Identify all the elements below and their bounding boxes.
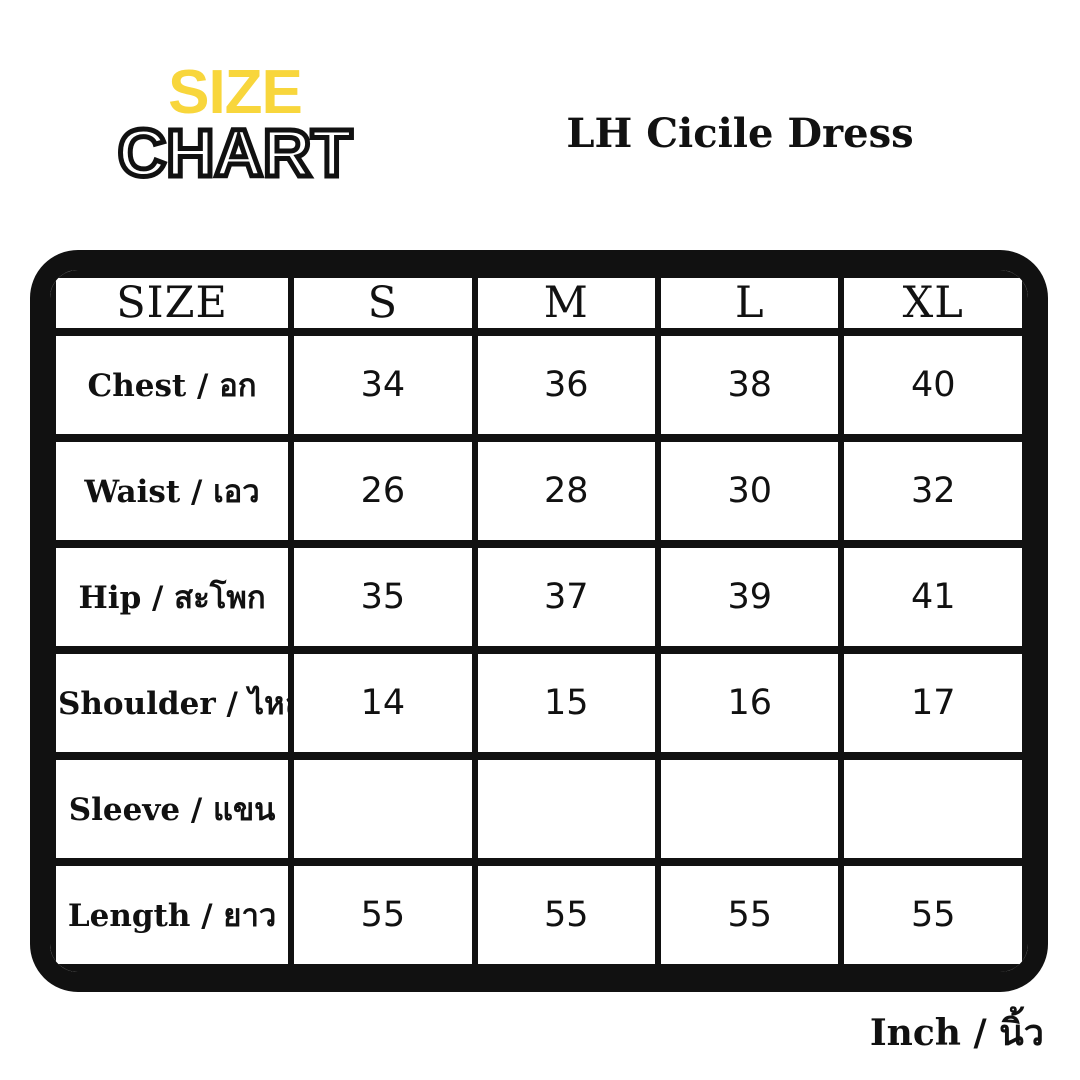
chest-value-m: 36 [471,328,662,442]
table-header-row: SIZE S M L XL [50,270,1028,336]
column-header-m: M [471,270,662,336]
waist-value-m: 28 [471,434,662,548]
waist-value-s: 26 [288,434,478,548]
table-row-length: Length / ยาว 55 55 55 55 [50,858,1028,972]
row-label-length: Length / ยาว [50,858,295,972]
sleeve-value-s [288,752,478,866]
hip-value-m: 37 [471,540,662,654]
waist-value-xl: 32 [838,434,1028,548]
shoulder-value-l: 16 [655,646,845,760]
shoulder-value-s: 14 [288,646,478,760]
size-chart-logo: SIZE CHART [100,58,370,191]
chest-value-xl: 40 [838,328,1028,442]
unit-label: Inch / นิ้ว [869,1012,1044,1054]
product-title: LH Cicile Dress [566,110,914,157]
logo-word-size: SIZE [168,58,303,127]
column-header-xl: XL [838,270,1028,336]
sleeve-value-m [471,752,662,866]
row-label-shoulder: Shoulder / ไหล่ [50,646,295,760]
hip-value-l: 39 [655,540,845,654]
sleeve-value-xl [838,752,1028,866]
size-table: SIZE S M L XL Chest / อก 34 36 38 40 Wai… [50,270,1028,972]
hip-value-xl: 41 [838,540,1028,654]
logo-word-chart: CHART [115,116,354,191]
table-row-waist: Waist / เอว 26 28 30 32 [50,434,1028,548]
table-row-shoulder: Shoulder / ไหล่ 14 15 16 17 [50,646,1028,760]
chest-value-l: 38 [655,328,845,442]
row-label-hip: Hip / สะโพก [50,540,295,654]
length-value-l: 55 [655,858,845,972]
shoulder-value-m: 15 [471,646,662,760]
row-label-chest: Chest / อก [50,328,295,442]
length-value-s: 55 [288,858,478,972]
column-header-s: S [288,270,478,336]
table-row-chest: Chest / อก 34 36 38 40 [50,328,1028,442]
length-value-xl: 55 [838,858,1028,972]
waist-value-l: 30 [655,434,845,548]
size-table-frame: SIZE S M L XL Chest / อก 34 36 38 40 Wai… [30,250,1048,992]
column-header-size: SIZE [50,270,295,336]
row-label-sleeve: Sleeve / แขน [50,752,295,866]
row-label-waist: Waist / เอว [50,434,295,548]
chest-value-s: 34 [288,328,478,442]
table-row-hip: Hip / สะโพก 35 37 39 41 [50,540,1028,654]
shoulder-value-xl: 17 [838,646,1028,760]
hip-value-s: 35 [288,540,478,654]
column-header-l: L [655,270,845,336]
sleeve-value-l [655,752,845,866]
length-value-m: 55 [471,858,662,972]
table-row-sleeve: Sleeve / แขน [50,752,1028,866]
